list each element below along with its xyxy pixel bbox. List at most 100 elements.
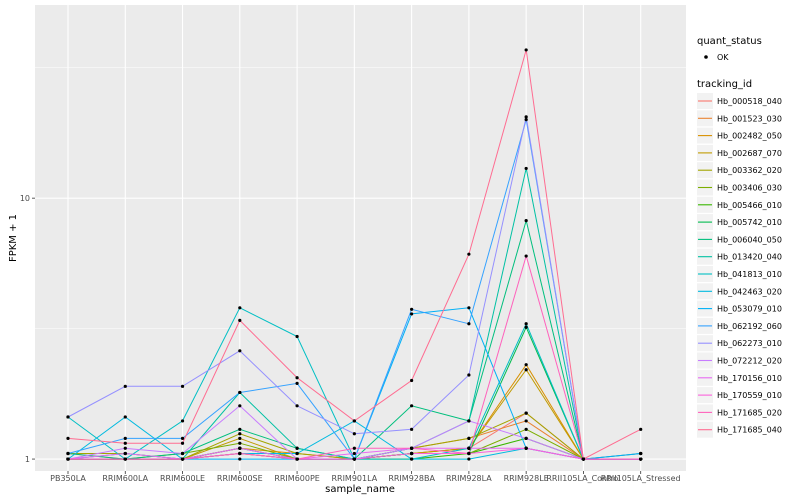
legend-series-label: Hb_171685_020 bbox=[717, 408, 782, 417]
data-point bbox=[238, 318, 242, 322]
data-point bbox=[295, 457, 299, 461]
data-point bbox=[295, 381, 299, 385]
data-point bbox=[410, 451, 414, 456]
x-tick-label: RRII105LA_Stressed bbox=[601, 474, 681, 483]
legend-series-label: Hb_002482_050 bbox=[717, 132, 782, 141]
x-tick-label: RRIM928LE bbox=[504, 474, 549, 483]
legend-series-label: Hb_013420_040 bbox=[717, 253, 782, 262]
data-point bbox=[238, 451, 242, 456]
data-point bbox=[180, 436, 185, 441]
data-point bbox=[238, 432, 242, 436]
series-points bbox=[66, 48, 643, 461]
data-point bbox=[180, 384, 185, 388]
data-point bbox=[410, 307, 414, 311]
data-point bbox=[410, 446, 414, 450]
data-point bbox=[123, 451, 127, 456]
data-point bbox=[524, 325, 528, 329]
legend-series-label: Hb_041813_010 bbox=[717, 270, 782, 279]
legend-series-label: Hb_072212_020 bbox=[717, 357, 782, 366]
x-tick-label: RRIM901LA bbox=[331, 474, 377, 483]
legend-series-label: Hb_006040_050 bbox=[717, 235, 782, 244]
data-point bbox=[238, 306, 242, 310]
data-point bbox=[123, 446, 127, 450]
data-point bbox=[295, 404, 299, 408]
data-point bbox=[352, 457, 356, 461]
legend-series-label: Hb_005742_010 bbox=[717, 218, 782, 227]
data-point bbox=[352, 419, 356, 423]
x-tick-label: RRIM600LA bbox=[102, 474, 148, 483]
data-point bbox=[410, 427, 414, 431]
data-point bbox=[524, 254, 528, 258]
data-point bbox=[524, 368, 528, 372]
y-tick-label: 1 bbox=[25, 455, 30, 464]
data-point bbox=[467, 451, 471, 456]
data-point bbox=[238, 404, 242, 408]
data-point bbox=[467, 252, 471, 256]
data-point bbox=[524, 118, 528, 122]
data-point bbox=[467, 457, 471, 461]
data-point bbox=[66, 457, 70, 461]
data-point bbox=[123, 436, 127, 441]
legend-series-label: Hb_042463_020 bbox=[717, 287, 782, 296]
data-point bbox=[467, 436, 471, 441]
data-point bbox=[524, 48, 528, 52]
data-point bbox=[410, 312, 414, 316]
x-axis: PB350LA RRIM600LA RRIM600LE RRIM600SE RRIM60… bbox=[50, 471, 681, 483]
data-point bbox=[238, 446, 242, 450]
x-axis-title: sample_name bbox=[325, 484, 395, 495]
data-point bbox=[295, 446, 299, 450]
data-point bbox=[295, 376, 299, 380]
legend-series-label: Hb_005466_010 bbox=[717, 201, 782, 210]
legend-series-label: Hb_062273_010 bbox=[717, 339, 782, 348]
x-tick-label: RRII105LA_Control bbox=[546, 474, 620, 483]
data-point bbox=[295, 334, 299, 339]
data-point bbox=[238, 390, 242, 395]
data-point bbox=[524, 419, 528, 423]
legend-series-label: Hb_000518_040 bbox=[717, 97, 782, 106]
data-point bbox=[180, 441, 185, 445]
data-point bbox=[352, 446, 356, 450]
data-point bbox=[66, 436, 70, 441]
plot-panel bbox=[35, 5, 686, 471]
data-point bbox=[295, 451, 299, 456]
data-point bbox=[524, 115, 528, 119]
legend-quant-label: OK bbox=[717, 53, 729, 62]
y-axis: 1 10 bbox=[20, 194, 35, 464]
legend-series-label: Hb_003406_030 bbox=[717, 184, 782, 193]
data-point bbox=[410, 378, 414, 383]
data-point bbox=[410, 404, 414, 408]
data-point bbox=[352, 432, 356, 436]
data-point bbox=[524, 411, 528, 415]
data-point bbox=[524, 166, 528, 171]
data-point bbox=[524, 446, 528, 450]
legend-series-label: Hb_170156_010 bbox=[717, 374, 782, 383]
data-point bbox=[467, 322, 471, 326]
data-point bbox=[180, 457, 185, 461]
x-tick-label: RRIM600PE bbox=[274, 474, 320, 483]
legend-series-label: Hb_003362_020 bbox=[717, 166, 782, 175]
data-point bbox=[238, 441, 242, 445]
data-point bbox=[123, 441, 127, 445]
data-point bbox=[524, 363, 528, 367]
legend-series-title: tracking_id bbox=[697, 79, 752, 90]
legend-series-label: Hb_002687_070 bbox=[717, 149, 782, 158]
legend-quant-title: quant_status bbox=[697, 36, 762, 47]
data-point bbox=[66, 451, 70, 456]
x-tick-label: RRIM600SE bbox=[217, 474, 263, 483]
legend: quant_status OK tracking_id Hb_000518_04… bbox=[697, 36, 782, 438]
x-tick-label: PB350LA bbox=[50, 474, 86, 483]
legend-quant-point bbox=[704, 55, 708, 59]
data-point bbox=[238, 457, 242, 461]
data-point bbox=[180, 451, 185, 456]
data-point bbox=[524, 427, 528, 431]
data-point bbox=[66, 415, 70, 419]
data-point bbox=[238, 427, 242, 431]
legend-series-label: Hb_001523_030 bbox=[717, 114, 782, 123]
data-point bbox=[581, 457, 586, 461]
data-point bbox=[524, 436, 528, 441]
data-point bbox=[123, 384, 127, 388]
x-tick-label: RRIM600LE bbox=[160, 474, 205, 483]
data-point bbox=[410, 457, 414, 461]
data-point bbox=[639, 427, 643, 431]
